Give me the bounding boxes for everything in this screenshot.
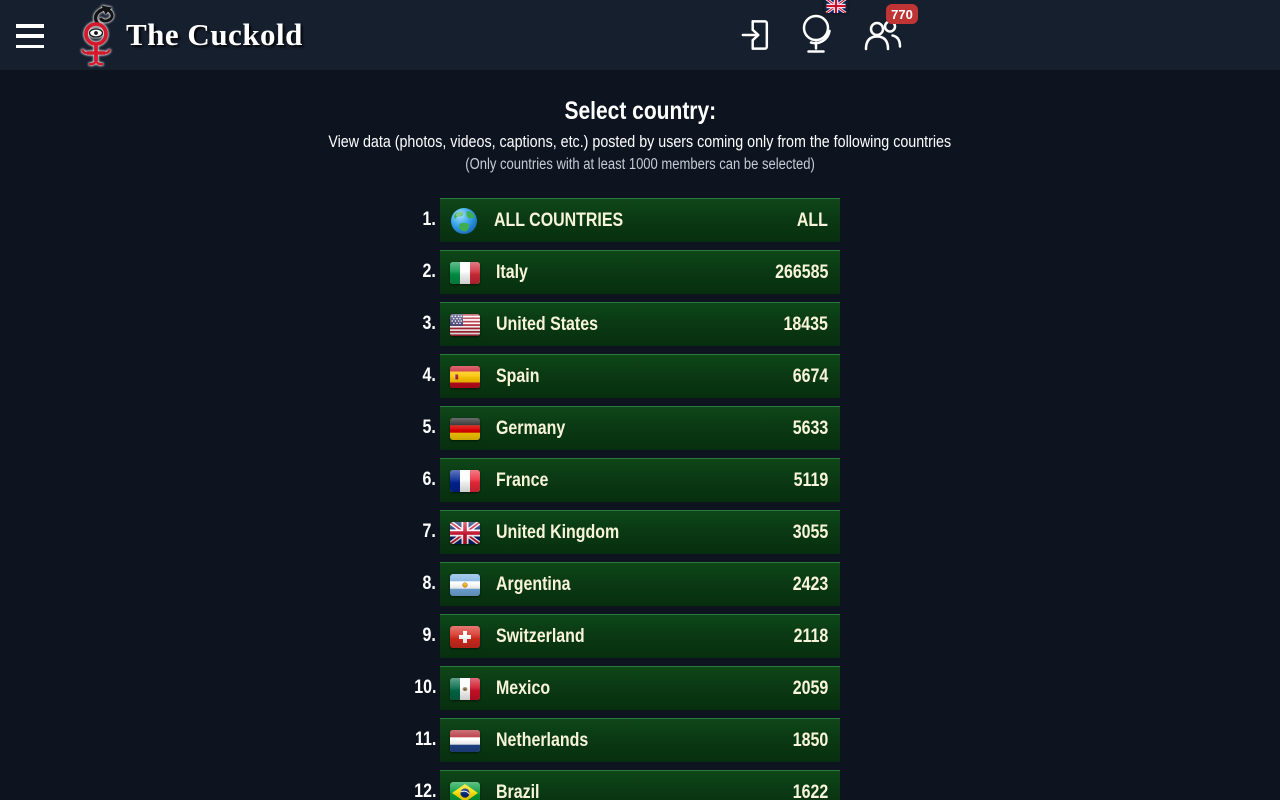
members-icon[interactable]: 770 [862, 4, 918, 53]
country-name: France [496, 469, 549, 491]
brand-link[interactable]: The Cuckold [74, 2, 303, 68]
country-name: United States [496, 313, 598, 335]
main-content: Select country: View data (photos, video… [0, 70, 1280, 800]
country-name: Italy [496, 261, 528, 283]
country-row[interactable]: Italy 266585 [440, 250, 840, 294]
country-flag-icon-ar [450, 573, 480, 596]
country-member-count: 1622 [792, 781, 828, 800]
country-rank: 7. [422, 521, 436, 542]
country-flag-icon-br [450, 781, 480, 800]
country-row[interactable]: Brazil 1622 [440, 770, 840, 800]
country-rank: 8. [422, 573, 436, 594]
country-member-count: 5119 [793, 469, 828, 491]
uk-flag-icon [824, 0, 848, 13]
country-list-item: 3. United States 18435 [423, 302, 840, 346]
cuckold-logo-icon [81, 5, 114, 66]
country-name: ALL COUNTRIES [494, 209, 624, 231]
intro-line1: View data (photos, videos, captions, etc… [328, 132, 952, 151]
country-name: Germany [496, 417, 566, 439]
country-row[interactable]: Netherlands 1850 [440, 718, 840, 762]
page-title: Select country: [564, 97, 716, 125]
country-member-count: ALL [796, 209, 828, 231]
site-title: The Cuckold [126, 17, 303, 52]
country-name: Brazil [496, 781, 540, 800]
country-flag-icon-it [450, 261, 480, 284]
country-list-item: 10. Mexico 2059 [414, 666, 840, 710]
country-name: Spain [496, 365, 540, 387]
country-list-item: 4. Spain 6674 [423, 354, 840, 398]
country-row[interactable]: Spain 6674 [440, 354, 840, 398]
country-rank: 5. [422, 417, 436, 438]
country-member-count: 3055 [792, 521, 828, 543]
country-list-item: 5. Germany 5633 [423, 406, 840, 450]
country-row[interactable]: France 5119 [440, 458, 840, 502]
country-flag-icon-nl [450, 729, 480, 752]
country-member-count: 266585 [774, 261, 828, 283]
country-list-item: 2. Italy 266585 [423, 250, 840, 294]
country-flag-icon-ch [450, 625, 480, 648]
country-member-count: 2059 [792, 677, 828, 699]
header-icon-group: 770 [740, 0, 918, 70]
country-flag-icon-de [450, 417, 480, 440]
country-list-item: 1. ALL COUNTRIES ALL [423, 198, 840, 242]
country-name: Netherlands [496, 729, 589, 751]
country-list-item: 8. Argentina 2423 [423, 562, 840, 606]
country-rank: 11. [414, 729, 436, 750]
country-rank: 12. [413, 781, 436, 800]
country-row[interactable]: Germany 5633 [440, 406, 840, 450]
country-row[interactable]: ALL COUNTRIES ALL [440, 198, 840, 242]
country-flag-icon-mx [450, 677, 480, 700]
country-rank: 6. [422, 469, 436, 490]
language-globe-icon[interactable] [800, 0, 847, 58]
country-rank: 3. [422, 313, 436, 334]
country-flag-icon-us [450, 313, 480, 336]
country-member-count: 18435 [783, 313, 828, 335]
country-name: Switzerland [496, 625, 585, 647]
country-member-count: 6674 [792, 365, 828, 387]
country-name: Mexico [496, 677, 551, 699]
country-member-count: 5633 [792, 417, 828, 439]
country-list-item: 9. Switzerland 2118 [423, 614, 840, 658]
country-name: United Kingdom [496, 521, 620, 543]
members-count-badge: 770 [886, 4, 918, 24]
country-row[interactable]: United States 18435 [440, 302, 840, 346]
country-list: 1. ALL COUNTRIES ALL 2. Italy 266585 3. … [414, 198, 840, 800]
country-flag-icon-globe [450, 207, 478, 235]
country-member-count: 2423 [792, 573, 828, 595]
country-rank: 2. [422, 261, 436, 282]
country-row[interactable]: Switzerland 2118 [440, 614, 840, 658]
top-navbar: The Cuckold [0, 0, 1280, 70]
intro-line2: (Only countries with at least 1000 membe… [465, 156, 815, 173]
country-row[interactable]: United Kingdom 3055 [440, 510, 840, 554]
country-list-item: 6. France 5119 [423, 458, 840, 502]
country-list-item: 11. Netherlands 1850 [415, 718, 840, 762]
country-row[interactable]: Argentina 2423 [440, 562, 840, 606]
country-row[interactable]: Mexico 2059 [440, 666, 840, 710]
country-rank: 9. [422, 625, 436, 646]
country-flag-icon-gb [450, 521, 480, 544]
country-rank: 10. [413, 677, 436, 698]
country-rank: 1. [422, 209, 436, 230]
login-icon[interactable] [740, 17, 772, 53]
country-list-item: 12. Brazil 1622 [414, 770, 840, 800]
country-name: Argentina [496, 573, 571, 595]
hamburger-menu-icon[interactable] [16, 24, 44, 48]
country-member-count: 1850 [792, 729, 828, 751]
country-flag-icon-es [450, 365, 480, 388]
country-list-item: 7. United Kingdom 3055 [423, 510, 840, 554]
country-flag-icon-fr [450, 469, 480, 492]
country-rank: 4. [422, 365, 436, 386]
country-member-count: 2118 [793, 625, 828, 647]
